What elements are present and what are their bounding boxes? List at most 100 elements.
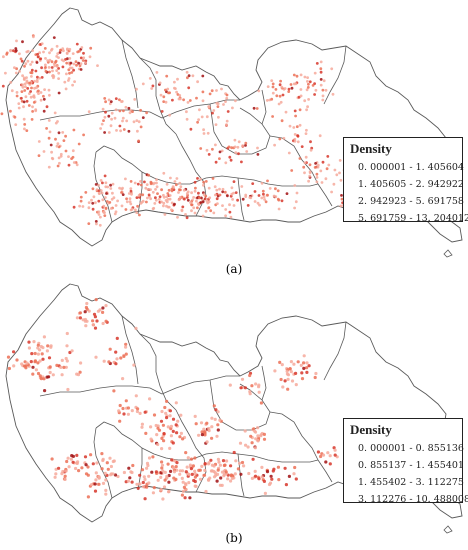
density-point (248, 392, 252, 396)
density-point (294, 477, 298, 481)
density-point (270, 97, 274, 101)
density-point (29, 63, 32, 66)
density-point (289, 360, 293, 364)
density-point (65, 331, 69, 336)
legend-b-row-1: 0. 000001 - 0. 855136 (350, 441, 464, 455)
density-point (72, 62, 76, 66)
density-point (13, 115, 17, 119)
density-point (207, 153, 211, 156)
district-boundary (323, 321, 347, 381)
density-point (93, 315, 97, 319)
density-point (140, 425, 144, 429)
density-point (197, 118, 201, 121)
legend-b: Density 0. 000001 - 0. 855136 0. 855137 … (343, 418, 468, 505)
density-point (109, 100, 113, 103)
density-point (324, 460, 328, 464)
density-point (161, 423, 165, 427)
density-point (237, 152, 240, 156)
density-point (30, 68, 34, 72)
density-point (190, 472, 194, 476)
density-point (299, 73, 303, 77)
density-point (31, 110, 34, 113)
density-point (196, 120, 200, 124)
density-point (207, 461, 211, 465)
density-point (193, 472, 197, 476)
density-point (42, 335, 47, 339)
density-point (288, 124, 292, 128)
density-point (321, 94, 325, 98)
density-point (103, 115, 107, 119)
density-point (65, 344, 69, 348)
density-point (257, 390, 261, 394)
density-point (287, 87, 291, 91)
density-point (311, 84, 315, 87)
density-point (238, 461, 242, 465)
density-point (223, 190, 227, 194)
density-point (279, 100, 283, 104)
density-point (103, 174, 107, 178)
density-point (232, 191, 235, 195)
density-point (175, 431, 179, 435)
density-point (84, 463, 88, 467)
density-point (50, 60, 54, 64)
density-point (285, 192, 289, 196)
density-point (39, 377, 44, 381)
density-point (30, 118, 34, 121)
density-point (321, 88, 325, 92)
density-point (294, 200, 298, 204)
density-point (196, 206, 199, 210)
density-point (328, 462, 332, 466)
density-point (228, 155, 232, 159)
density-point (280, 119, 284, 123)
density-point (44, 69, 48, 73)
density-point (75, 42, 79, 46)
density-point (185, 110, 188, 114)
density-point (89, 46, 93, 50)
density-point (149, 188, 152, 192)
density-point (86, 465, 90, 469)
density-point (277, 478, 281, 482)
density-point (89, 453, 93, 457)
density-point (286, 387, 290, 391)
density-point (99, 179, 103, 182)
density-point (198, 477, 203, 481)
density-point (177, 198, 181, 202)
density-point (15, 94, 19, 98)
density-point (79, 62, 83, 66)
density-point (120, 204, 124, 208)
density-point (224, 208, 228, 211)
density-point (320, 181, 324, 184)
density-point (30, 60, 34, 64)
density-point (139, 180, 142, 183)
density-point (176, 77, 179, 81)
density-point (319, 67, 323, 71)
region-outline (5, 283, 463, 523)
density-point (212, 464, 216, 468)
density-point (220, 149, 224, 153)
caption-b: (b) (225, 531, 243, 545)
density-point (78, 49, 81, 53)
density-point (294, 114, 297, 118)
density-point (218, 193, 222, 197)
density-point (204, 180, 208, 183)
density-point (212, 211, 216, 215)
density-point (29, 90, 32, 93)
density-point (254, 437, 258, 441)
density-point (21, 74, 24, 78)
density-point (166, 192, 170, 195)
density-point (221, 204, 224, 208)
density-point (278, 83, 282, 87)
density-point (180, 208, 184, 212)
density-point (181, 480, 185, 484)
density-point (57, 71, 61, 75)
density-point (295, 125, 299, 129)
density-point (148, 397, 152, 401)
density-point (213, 185, 217, 189)
density-point (178, 94, 182, 97)
density-point (140, 468, 145, 472)
density-point (124, 345, 128, 349)
density-point (275, 94, 279, 98)
density-point (87, 201, 91, 205)
density-point (164, 88, 167, 92)
density-point (182, 197, 186, 201)
